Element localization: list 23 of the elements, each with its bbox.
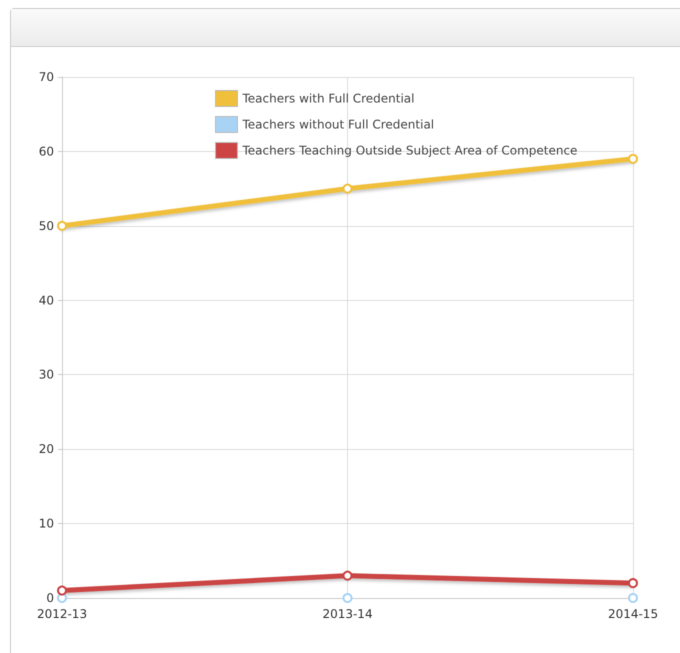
point bbox=[342, 570, 352, 581]
y-tick-label: 20 bbox=[38, 442, 54, 456]
point bbox=[57, 220, 67, 231]
y-tick-label: 40 bbox=[38, 293, 54, 308]
y-tick-label: 50 bbox=[38, 218, 54, 233]
y-tick-label: 0 bbox=[46, 591, 54, 605]
point bbox=[628, 593, 638, 603]
x-tick-label: 2014-15 bbox=[608, 607, 658, 621]
y-tick-label: 10 bbox=[38, 516, 54, 531]
legend-label: Teachers Teaching Outside Subject Area of Competence bbox=[242, 144, 578, 158]
y-tick-label: 60 bbox=[38, 144, 54, 158]
point bbox=[628, 154, 638, 164]
legend-label: Teachers without Full Credential bbox=[242, 118, 434, 132]
x-tick-label: 2013-14 bbox=[322, 607, 373, 621]
point bbox=[342, 593, 352, 603]
y-tick-label: 70 bbox=[38, 70, 54, 84]
x-tick-label: 2012-13 bbox=[36, 607, 88, 621]
point bbox=[342, 184, 352, 194]
point bbox=[57, 586, 67, 596]
point bbox=[57, 593, 67, 603]
legend-label: Teachers with Full Credential bbox=[242, 92, 414, 106]
point bbox=[628, 578, 638, 588]
y-tick-label: 30 bbox=[38, 368, 54, 382]
